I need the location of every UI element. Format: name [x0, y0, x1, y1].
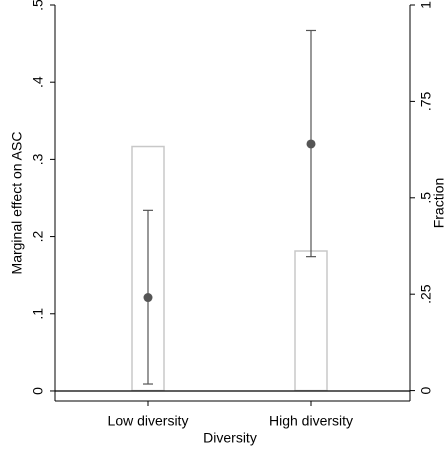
y-tick-label: .4: [30, 76, 46, 88]
y-tick-label: .1: [30, 308, 46, 320]
y2-tick-label: 0: [418, 386, 434, 394]
x-tick-label: High diversity: [269, 413, 353, 429]
x-axis-label: Diversity: [203, 430, 257, 446]
y2-tick-label: .5: [418, 192, 434, 204]
histogram-bar: [294, 250, 328, 392]
y-tick-label: .5: [30, 0, 46, 11]
y2-axis-label: Fraction: [431, 178, 447, 229]
x-tick-label: Low diversity: [108, 413, 189, 429]
y2-tick-label: .25: [418, 284, 434, 304]
estimate-point: [306, 139, 316, 149]
y-tick-label: .3: [30, 153, 46, 165]
y-axis-label: Marginal effect on ASC: [9, 132, 25, 275]
y-tick-label: 0: [30, 387, 46, 395]
y-tick-label: .2: [30, 231, 46, 243]
y2-tick-label: 1: [418, 1, 434, 9]
y2-tick-label: .75: [418, 91, 434, 111]
estimate-point: [143, 293, 153, 303]
